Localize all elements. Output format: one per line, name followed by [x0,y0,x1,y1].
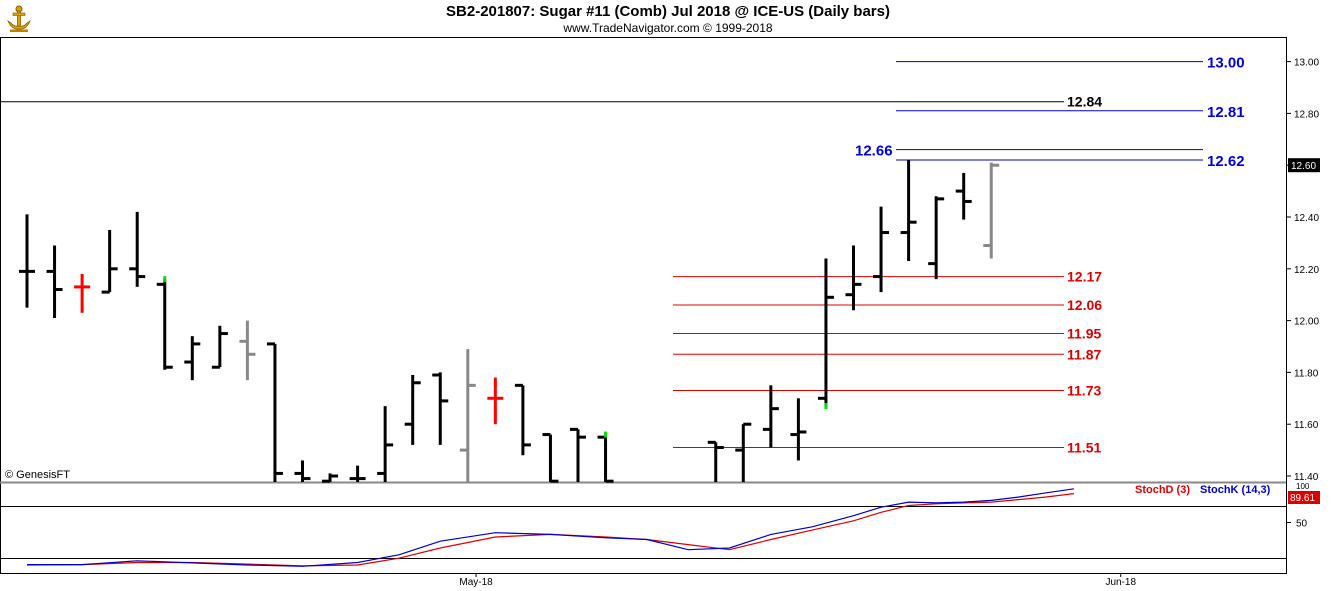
ohlc-bar [211,325,228,369]
price-tick-label: 11.60 [1294,420,1319,431]
ohlc-bar [404,374,421,445]
reference-label: 12.84 [1067,94,1102,110]
stoch-k-line [27,488,1074,567]
ohlc-bar [156,276,173,370]
ohlc-bar [239,320,256,381]
stoch-k-legend: StochK (14,3) [1200,484,1271,496]
price-tick-label: 11.40 [1294,472,1319,483]
horizontal-lines: 13.00 12.81 12.66 12.62 12.84 12.17 12.06 11.95… [0,55,1245,456]
ohlc-bar [19,214,35,308]
ohlc-bar [570,427,586,482]
ohlc-bar [377,406,394,482]
support-label: 11.87 [1067,346,1101,362]
ohlc-bar [790,398,807,461]
price-tick-label: 13.00 [1294,58,1319,69]
last-price-box [1288,158,1320,173]
chart-frame [0,37,1287,574]
price-tick-label: 11.80 [1294,368,1319,379]
ohlc-bar [873,206,890,293]
ohlc-bar [266,342,283,482]
ohlc-bar [983,162,1000,259]
resistance-label: 12.62 [1207,153,1245,170]
ohlc-bar [349,465,366,482]
support-label: 12.17 [1067,269,1102,285]
support-label: 11.95 [1067,326,1101,342]
last-price-label: 12.60 [1291,161,1316,172]
stoch-last-value: 89.61 [1290,493,1315,504]
chart-subtitle: www.TradeNavigator.com © 1999-2018 [563,21,773,35]
ohlc-bar [74,273,91,313]
ohlc-bar [129,211,146,287]
time-tick-label: Jun-18 [1105,577,1136,588]
time-tick-label: May-18 [459,577,493,588]
ohlc-bar [101,229,118,294]
ohlc-bar [322,473,339,483]
stochastic-panel: 50 100 89.61 StochD (3) StochK (14,3) [26,482,1320,567]
ohlc-bar [955,172,972,220]
ohlc-bar [735,422,752,482]
ohlc-bar [845,245,862,311]
stoch-d-line [26,493,1074,567]
ohlc-bar [432,372,449,445]
price-tick-label: 12.20 [1294,265,1319,276]
ohlc-bar [514,383,531,456]
ohlc-bars [19,160,1000,483]
ohlc-bar [900,160,917,262]
ohlc-bar [294,460,311,482]
price-axis: 11.40 11.60 11.80 12.00 12.20 12.40 12.60 12.80… [1286,58,1320,483]
ohlc-bar [928,196,945,280]
chart-title: SB2-201807: Sugar #11 (Comb) Jul 2018 @ … [446,3,890,20]
ohlc-bar [184,336,201,381]
stoch-last-box [1288,491,1320,504]
resistance-label: 12.81 [1207,104,1245,121]
anchor-trophy-logo [4,3,34,33]
stoch-d-legend: StochD (3) [1135,484,1190,496]
ohlc-bar [459,349,476,482]
resistance-label: 12.66 [855,143,893,160]
ohlc-bar [762,385,779,448]
ohlc-bar [707,440,724,482]
support-label: 11.51 [1067,440,1101,456]
ohlc-bar [487,377,504,425]
ohlc-bar [46,245,63,319]
support-label: 12.06 [1067,297,1102,313]
price-tick-label: 12.00 [1294,317,1319,328]
time-axis: May-18 Jun-18 [459,573,1136,588]
price-tick-label: 12.80 [1294,109,1319,120]
watermark: © GenesisFT [5,469,70,481]
resistance-label: 13.00 [1207,55,1245,72]
ohlc-bar [542,433,559,483]
ohlc-bar [817,258,834,410]
ohlc-bar [597,431,614,483]
stoch-tick-label: 50 [1296,519,1308,530]
support-label: 11.73 [1067,383,1101,399]
price-tick-label: 12.40 [1294,213,1319,224]
stoch-top-label: 100 [1296,482,1310,491]
